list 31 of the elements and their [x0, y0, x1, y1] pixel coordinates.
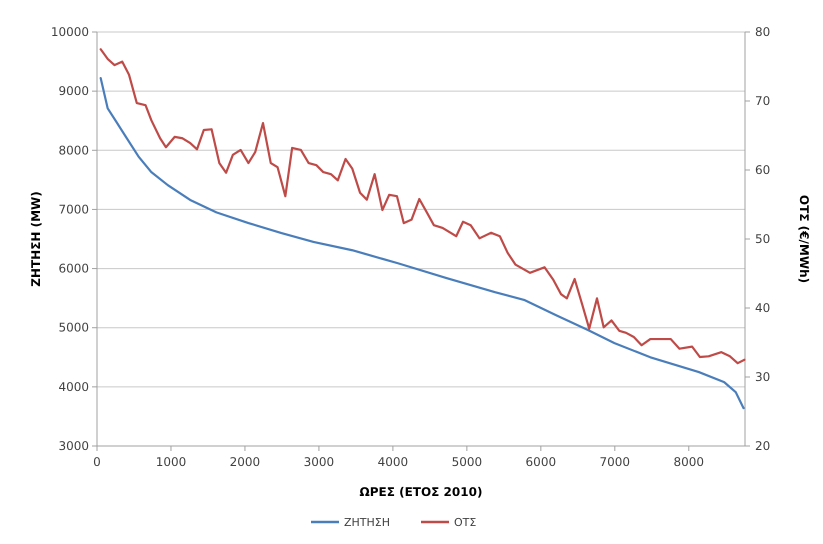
y2-tick-label: 30 — [755, 370, 770, 384]
x-axis-title: ΩΡΕΣ (ΕΤΟΣ 2010) — [360, 485, 482, 499]
x-tick-label: 4000 — [378, 455, 408, 469]
line-series — [100, 48, 746, 364]
x-tick-label: 8000 — [674, 455, 704, 469]
y-tick-label: 7000 — [58, 202, 89, 216]
x-tick-label: 0 — [93, 455, 101, 469]
x-tick-label: 2000 — [230, 455, 260, 469]
y-tick-label: 3000 — [58, 439, 89, 453]
y2-tick-label: 20 — [755, 439, 770, 453]
y2-tick-label: 50 — [755, 232, 770, 246]
y-tick-label: 9000 — [58, 84, 89, 98]
x-tick-label: 3000 — [304, 455, 334, 469]
legend-label: ΟΤΣ — [454, 516, 476, 529]
y-axis-title: ΖΗΤΗΣΗ (MW) — [29, 191, 43, 287]
y2-tick-label: 70 — [755, 94, 770, 108]
y-tick-label: 8000 — [58, 143, 89, 158]
line-series — [100, 77, 745, 410]
y-tick-label: 10000 — [50, 25, 89, 39]
y2-tick-label: 60 — [755, 163, 770, 177]
x-tick-label: 5000 — [452, 455, 482, 469]
x-tick-label: 1000 — [156, 455, 186, 469]
legend-label: ΖΗΤΗΣΗ — [344, 516, 390, 529]
x-tick-label: 6000 — [526, 455, 556, 469]
y-tick-label: 6000 — [58, 262, 89, 276]
y-tick-label: 5000 — [58, 320, 89, 335]
x-tick-label: 7000 — [600, 455, 630, 469]
y2-tick-label: 40 — [755, 301, 770, 315]
y2-tick-label: 80 — [755, 25, 770, 39]
y2-axis-title: ΟΤΣ (€/MWh) — [797, 194, 811, 284]
y-tick-label: 4000 — [58, 380, 89, 394]
